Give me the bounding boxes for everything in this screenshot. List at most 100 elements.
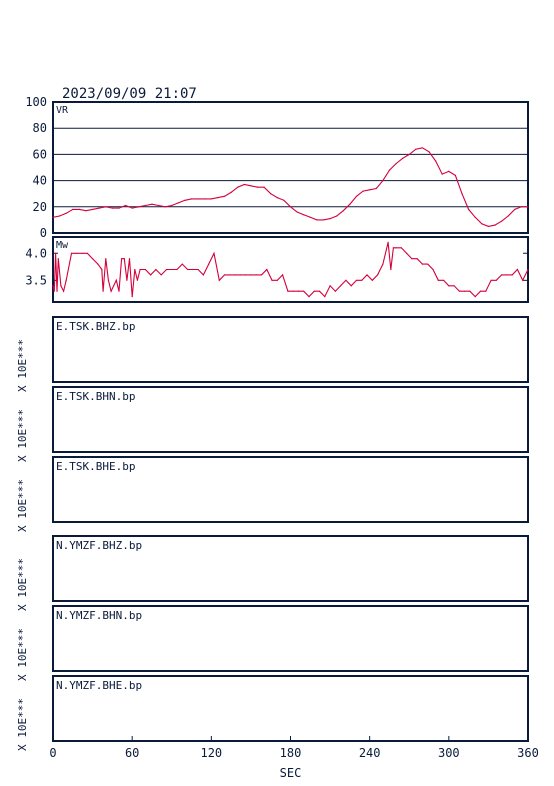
panel-label-vr: VR (56, 105, 69, 116)
data-point (118, 290, 120, 292)
data-point (176, 268, 178, 271)
data-point (98, 207, 100, 209)
data-point (92, 258, 94, 260)
data-point (111, 207, 113, 209)
data-point (177, 202, 179, 204)
data-point (218, 279, 220, 281)
data-point (427, 263, 429, 265)
data-point (395, 247, 397, 249)
data-point (435, 160, 437, 162)
data-point (415, 148, 417, 150)
data-point (490, 279, 492, 281)
data-point (142, 268, 144, 271)
data-point (125, 204, 127, 207)
data-point (303, 214, 305, 216)
data-point (395, 163, 397, 165)
data-point (171, 204, 173, 207)
data-point (171, 268, 173, 271)
data-point (516, 268, 519, 271)
data-point (223, 195, 226, 197)
data-point (292, 290, 294, 292)
data-point (366, 274, 368, 276)
data-point (197, 268, 199, 271)
y-tick-label: 20 (33, 200, 47, 214)
data-point (464, 290, 466, 292)
data-point (308, 296, 310, 298)
data-point (469, 290, 471, 292)
x-tick-label: 60 (125, 746, 139, 760)
trace-scale-label: X 10E*** (16, 409, 29, 462)
data-point (474, 296, 476, 298)
data-point (350, 285, 352, 287)
data-point (479, 290, 482, 292)
x-tick-label: 360 (517, 746, 539, 760)
y-tick-label: 60 (33, 147, 47, 161)
x-tick-label: 300 (438, 746, 460, 760)
data-point (448, 285, 450, 287)
y-tick-label: 4.0 (25, 246, 47, 260)
trace-scale-label: X 10E*** (16, 628, 29, 681)
plot-frame-vr (52, 101, 529, 234)
trace-scale-label: X 10E*** (16, 698, 29, 751)
data-point (208, 263, 210, 265)
data-point (283, 199, 285, 201)
data-point (105, 206, 107, 208)
x-tick-label: 0 (49, 746, 56, 760)
data-point (453, 285, 455, 287)
y-tick-label: 0 (40, 226, 47, 240)
data-point (144, 204, 146, 207)
data-point (355, 279, 358, 281)
data-point (485, 290, 487, 292)
data-point (318, 290, 321, 292)
data-point (481, 223, 483, 225)
trace-label: E.TSK.BHZ.bp (56, 320, 135, 333)
x-tick-label: 180 (280, 746, 302, 760)
trace-label: N.YMZF.BHN.bp (56, 609, 142, 622)
data-point (458, 290, 460, 292)
data-point (371, 279, 373, 281)
data-point (342, 210, 344, 212)
data-point (128, 258, 131, 260)
data-point (377, 274, 379, 276)
data-point (416, 258, 418, 260)
data-point (406, 252, 408, 254)
data-point (115, 279, 117, 281)
data-point (375, 187, 377, 190)
data-point (313, 290, 315, 292)
data-point (421, 263, 423, 265)
data-point (388, 169, 391, 171)
data-point (514, 208, 516, 210)
data-point (494, 224, 496, 226)
data-point (155, 268, 157, 271)
data-point (190, 198, 193, 200)
data-point (65, 279, 67, 281)
data-point (181, 263, 183, 265)
data-point (527, 206, 529, 208)
data-point (334, 290, 336, 292)
data-point (448, 170, 450, 172)
x-tick-label: 120 (200, 746, 222, 760)
data-point (72, 208, 74, 210)
data-point (126, 279, 128, 281)
data-point (522, 279, 524, 281)
data-point (136, 279, 138, 281)
data-point (151, 203, 153, 205)
plot-frame-mw (52, 236, 529, 303)
data-point (237, 186, 239, 188)
data-point (245, 274, 247, 276)
data-point (192, 268, 194, 271)
trace-frame (52, 386, 529, 453)
data-point (52, 216, 54, 218)
data-point (165, 268, 168, 271)
data-point (361, 279, 363, 281)
data-point (105, 258, 107, 260)
trace-label: N.YMZF.BHE.bp (56, 679, 142, 692)
data-point (507, 215, 509, 217)
trace-label: E.TSK.BHN.bp (56, 390, 135, 403)
data-point (102, 290, 104, 292)
data-point (234, 274, 236, 276)
data-point (52, 285, 54, 287)
data-point (443, 279, 445, 281)
trace-scale-label: X 10E*** (16, 479, 29, 532)
